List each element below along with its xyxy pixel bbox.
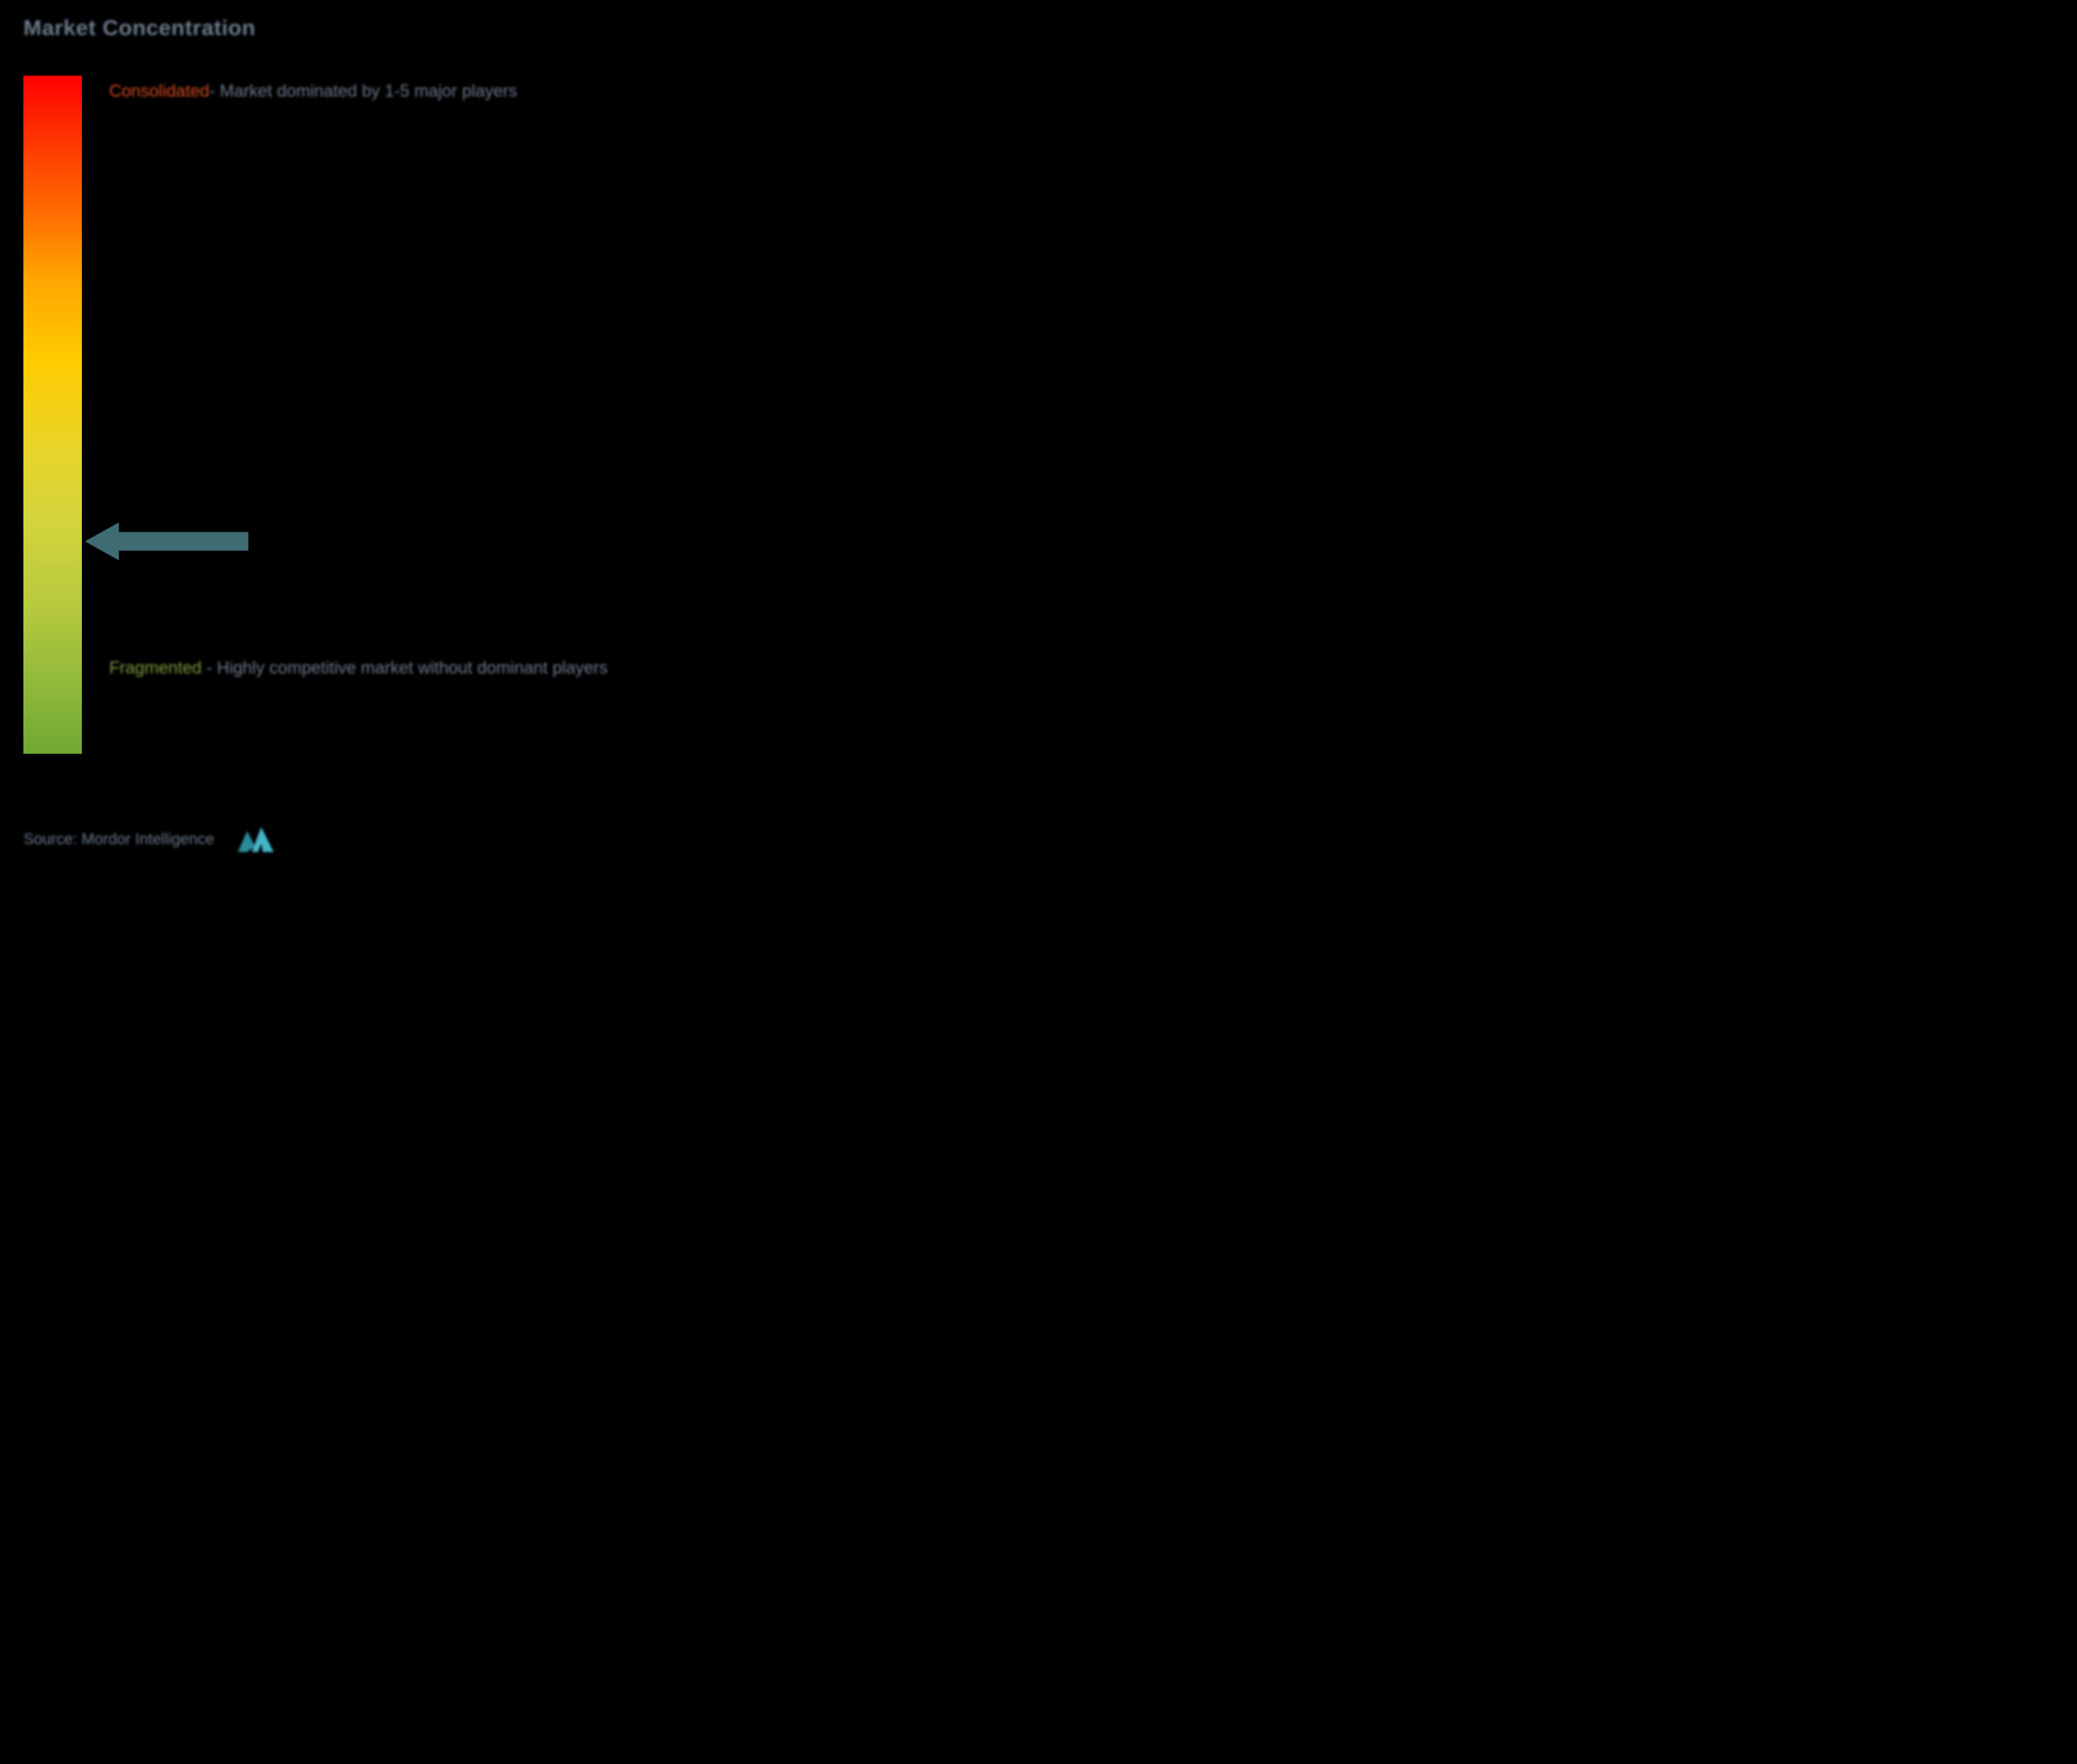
concentration-gradient-scale	[23, 76, 82, 754]
fragmented-label: Fragmented - Highly competitive market w…	[109, 652, 608, 684]
fragmented-highlight: Fragmented	[109, 658, 202, 677]
content-area: Consolidated- Market dominated by 1-5 ma…	[23, 76, 1015, 762]
consolidated-label: Consolidated- Market dominated by 1-5 ma…	[109, 80, 517, 104]
source-attribution: Source: Mordor Intelligence	[23, 831, 214, 849]
consolidated-description: - Market dominated by 1-5 major players	[209, 81, 517, 101]
position-indicator-arrow	[86, 520, 249, 567]
labels-area: Consolidated- Market dominated by 1-5 ma…	[109, 76, 1015, 762]
mordor-logo-icon	[236, 825, 275, 854]
chart-title: Market Concentration	[23, 16, 1015, 41]
fragmented-description: - Highly competitive market without domi…	[202, 658, 608, 677]
consolidated-highlight: Consolidated	[109, 81, 209, 101]
footer: Source: Mordor Intelligence	[23, 825, 275, 854]
